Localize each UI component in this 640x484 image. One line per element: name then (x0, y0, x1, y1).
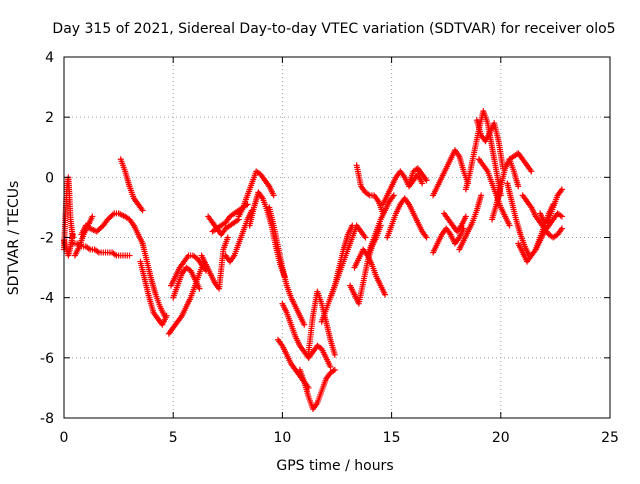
data-point (423, 177, 430, 184)
series-41 (506, 150, 535, 175)
data-point (528, 168, 535, 175)
series-7 (139, 240, 168, 319)
y-tick-label: -2 (40, 231, 54, 247)
grid-lines (64, 57, 610, 418)
series-22 (305, 288, 338, 358)
data-point (139, 207, 146, 214)
series-33 (430, 225, 467, 256)
data-point (327, 363, 334, 370)
data-point (558, 186, 565, 193)
series-34 (441, 210, 469, 235)
series-1 (61, 174, 76, 253)
series-21 (296, 366, 338, 412)
series-3 (69, 240, 133, 259)
data-point (196, 285, 203, 292)
data-points (61, 108, 565, 412)
data-point (382, 291, 389, 298)
series-8 (137, 258, 170, 328)
data-point (558, 213, 565, 220)
series-18 (266, 204, 308, 328)
data-point (558, 225, 565, 232)
series-38 (475, 156, 513, 229)
data-point (390, 192, 397, 199)
data-point (478, 192, 485, 199)
series-30 (384, 195, 430, 241)
series-2 (61, 231, 76, 259)
x-axis-label: GPS time / hours (276, 458, 393, 474)
y-tick-label: 2 (45, 110, 54, 126)
series-11 (170, 264, 203, 301)
data-point (331, 351, 338, 358)
x-tick-label: 10 (273, 430, 291, 446)
y-tick-label: 4 (45, 50, 54, 66)
data-point (89, 213, 96, 220)
series-10 (168, 252, 209, 289)
series-39 (489, 156, 522, 223)
series-45 (532, 201, 557, 253)
y-tick-label: 0 (45, 170, 54, 186)
axis-ticks: 0 5 10 15 20 25 -8 -6 -4 -2 0 2 4 (40, 50, 619, 446)
data-point (69, 231, 76, 238)
x-tick-label: 15 (383, 430, 401, 446)
x-tick-label: 5 (169, 430, 178, 446)
x-tick-label: 0 (60, 430, 69, 446)
data-point (224, 234, 231, 241)
series-26 (351, 246, 389, 298)
data-point (462, 213, 469, 220)
data-point (331, 366, 338, 373)
data-point (362, 234, 369, 241)
series-28 (364, 192, 397, 259)
data-point (506, 222, 513, 229)
series-5 (71, 213, 96, 259)
x-tick-label: 20 (492, 430, 510, 446)
data-point (244, 201, 251, 208)
y-axis-label: SDTVAR / TECUs (6, 181, 22, 296)
data-point (163, 312, 170, 319)
data-point (126, 252, 133, 259)
y-tick-label: -4 (40, 291, 54, 307)
series-16 (235, 168, 277, 220)
y-tick-label: -8 (40, 411, 54, 427)
data-point (423, 234, 430, 241)
chart-title: Day 315 of 2021, Sidereal Day-to-day VTE… (52, 21, 615, 37)
series-6 (117, 156, 146, 214)
series-35 (456, 192, 485, 253)
series-27 (353, 162, 386, 217)
series-31 (406, 165, 430, 187)
data-point (301, 321, 308, 328)
series-20 (279, 300, 334, 370)
y-tick-label: -6 (40, 351, 54, 367)
data-point (419, 180, 426, 187)
data-point (270, 192, 277, 199)
series-29 (379, 168, 426, 208)
data-point (550, 201, 557, 208)
x-tick-label: 25 (601, 430, 619, 446)
series-24 (327, 222, 369, 301)
data-point (515, 183, 522, 190)
data-point (109, 211, 116, 218)
